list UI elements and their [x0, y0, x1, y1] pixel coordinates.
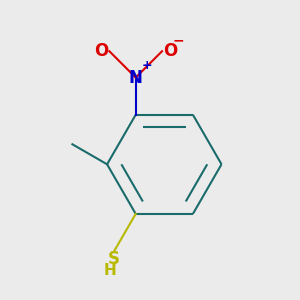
Text: H: H — [103, 263, 116, 278]
Text: N: N — [129, 69, 142, 87]
Text: O: O — [164, 42, 178, 60]
Text: O: O — [94, 42, 108, 60]
Text: +: + — [142, 59, 153, 72]
Text: −: − — [173, 33, 184, 47]
Text: S: S — [108, 250, 120, 268]
